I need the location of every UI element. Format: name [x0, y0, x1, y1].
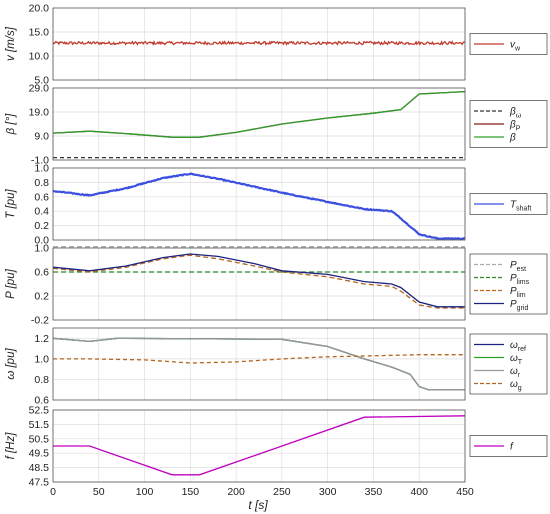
- legend-label: β: [509, 133, 516, 144]
- legend-box: [469, 193, 548, 215]
- legend-label: Plim: [510, 286, 526, 299]
- legend-label: vw: [510, 40, 521, 53]
- series-line-T_shaft: [52, 172, 466, 241]
- y-tick-label: -1.0: [31, 155, 49, 167]
- y-tick-label: 51.5: [29, 419, 50, 431]
- y-tick-label: 48.5: [29, 462, 50, 474]
- y-axis-label: T [pu]: [5, 188, 17, 218]
- y-axis-label: ω [pu]: [5, 348, 17, 380]
- legend-box: [469, 253, 548, 315]
- y-tick-label: 29.0: [29, 83, 50, 95]
- y-tick-label: 50.5: [29, 433, 50, 445]
- legend-label: ωref: [510, 340, 526, 353]
- plot-frame: [52, 7, 466, 81]
- legend-label: Pest: [510, 260, 526, 273]
- legend-label: Tshaft: [510, 200, 531, 213]
- y-tick-label: 0.6: [34, 395, 49, 407]
- y-tick-label: 0.6: [34, 267, 49, 279]
- legend-label: ωr: [510, 366, 521, 379]
- y-axis-label: β [°]: [5, 113, 17, 136]
- y-tick-label: 0.8: [34, 374, 49, 386]
- series-line-__g: [53, 354, 465, 364]
- x-tick-label: 0: [50, 486, 56, 498]
- x-tick-label: 350: [365, 486, 383, 498]
- series-line-P_grid: [52, 253, 465, 308]
- panel-6: 52.5 51.5 50.5 49.5 48.5 47.5 f [Hz] f: [5, 405, 548, 489]
- legend-box: [469, 435, 548, 457]
- x-tick-label: 400: [410, 486, 428, 498]
- y-tick-label: 19.0: [29, 107, 50, 119]
- y-tick-label: 0.8: [34, 177, 49, 189]
- y-tick-label: 47.5: [29, 477, 50, 489]
- plot-frame: [52, 327, 466, 401]
- y-tick-label: 0.4: [34, 206, 49, 218]
- y-tick-label: -0.2: [31, 315, 49, 327]
- y-tick-label: 20.0: [29, 3, 50, 15]
- y-axis-label: P [pu]: [5, 268, 17, 298]
- series-line-v_w: [52, 40, 466, 46]
- legend-label: βP: [509, 120, 521, 133]
- panel-1: 20.0 15.0 10.0 5.0 v [m/s] vw: [5, 3, 548, 87]
- legend-label: βω: [509, 107, 522, 120]
- y-axis-label: f [Hz]: [5, 432, 17, 460]
- plot-frame: [52, 87, 466, 161]
- plot-area: [53, 410, 465, 482]
- y-tick-label: 1.2: [34, 333, 49, 345]
- legend-box: [469, 333, 548, 395]
- plot-frame: [52, 409, 466, 483]
- series-line-_: [52, 90, 466, 138]
- plot-frame: [52, 247, 466, 321]
- y-tick-label: 1.0: [34, 243, 49, 255]
- y-tick-label: 5.0: [34, 75, 49, 87]
- x-tick-label: 200: [227, 486, 245, 498]
- y-tick-label: 52.5: [29, 405, 50, 417]
- legend-label: Plims: [510, 273, 530, 286]
- plot-area: [53, 168, 465, 240]
- x-tick-label: 450: [456, 486, 474, 498]
- y-tick-label: 0.0: [34, 235, 49, 247]
- y-tick-label: 0.2: [34, 291, 49, 303]
- plot-area: [53, 8, 465, 80]
- y-tick-label: 10.0: [29, 51, 50, 63]
- series-line-__r: [52, 337, 465, 391]
- legend-label: Pgrid: [510, 299, 528, 312]
- x-tick-label: 50: [93, 486, 105, 498]
- plot-area: [53, 88, 465, 160]
- plot-frame: [52, 167, 466, 241]
- x-axis-label: t [s]: [248, 498, 268, 512]
- legend-label: ωg: [510, 379, 522, 392]
- y-axis-label: v [m/s]: [5, 26, 17, 61]
- plot-area: [53, 328, 465, 400]
- legend-label: f: [510, 442, 514, 453]
- y-tick-label: 1.0: [34, 353, 49, 365]
- plot-area: [53, 248, 465, 320]
- panel-3: 1.0 0.8 0.6 0.4 0.2 0.0 T [pu] Tshaft: [5, 163, 548, 247]
- y-tick-label: 49.5: [29, 448, 50, 460]
- legend-label: ωT: [510, 353, 523, 366]
- x-tick-label: 100: [136, 486, 154, 498]
- series-line-P_lim: [52, 254, 465, 309]
- y-tick-label: 0.6: [34, 191, 49, 203]
- y-tick-label: 0.2: [34, 220, 49, 232]
- legend-box: [469, 33, 548, 55]
- y-tick-label: 15.0: [29, 27, 50, 39]
- x-tick-label: 150: [182, 486, 200, 498]
- x-tick-label: 300: [319, 486, 337, 498]
- series-line-f: [53, 415, 466, 476]
- x-tick-label: 250: [273, 486, 291, 498]
- y-tick-label: 9.0: [34, 131, 49, 143]
- y-tick-label: 1.0: [34, 163, 49, 175]
